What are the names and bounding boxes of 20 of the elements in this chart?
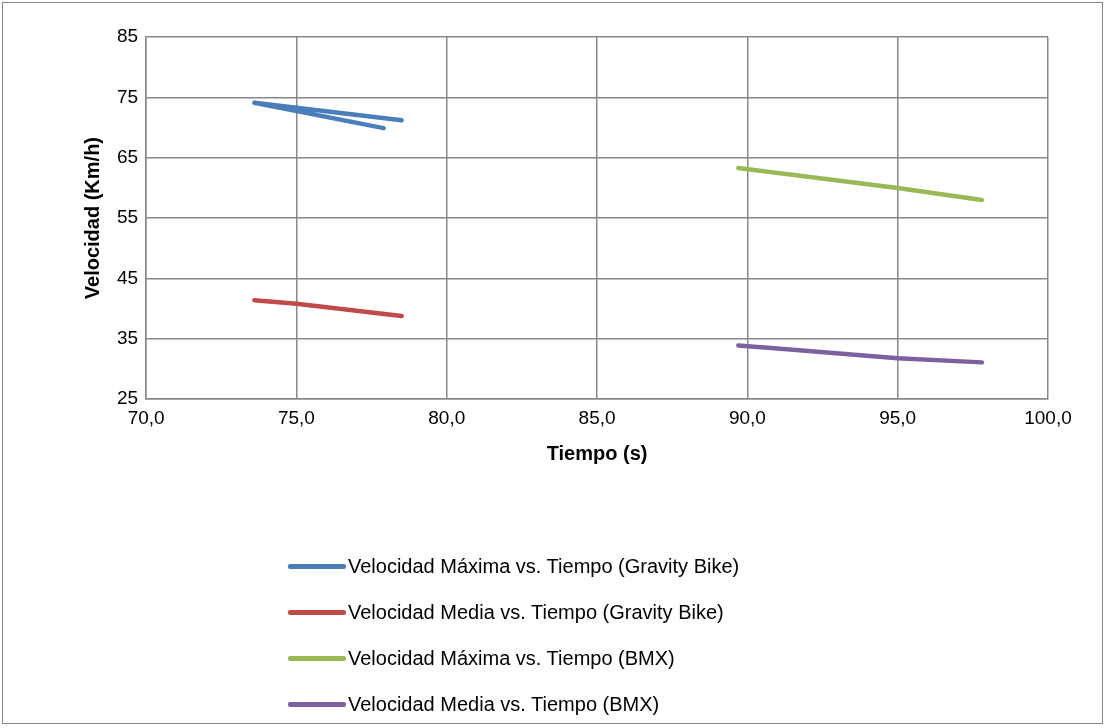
x-tick-label: 100,0	[1024, 406, 1072, 428]
legend-label: Velocidad Máxima vs. Tiempo (BMX)	[348, 646, 675, 670]
legend-label: Velocidad Media vs. Tiempo (Gravity Bike)	[348, 600, 724, 624]
legend-label: Velocidad Máxima vs. Tiempo (Gravity Bike)	[348, 554, 740, 578]
legend-label: Velocidad Media vs. Tiempo (BMX)	[348, 692, 660, 716]
x-tick-label: 70,0	[127, 406, 165, 428]
y-tick-label: 65	[116, 145, 139, 167]
x-tick-label: 75,0	[277, 406, 315, 428]
y-tick-label: 85	[116, 25, 139, 47]
y-axis-title: Velocidad (Km/h)	[80, 136, 103, 300]
y-tick-label: 75	[116, 85, 139, 107]
x-axis-title: Tiempo (s)	[546, 441, 648, 464]
x-tick-label: 90,0	[728, 406, 766, 428]
x-tick-label: 95,0	[879, 406, 917, 428]
x-tick-label: 85,0	[578, 406, 616, 428]
y-tick-label: 25	[116, 387, 139, 409]
y-tick-label: 55	[116, 206, 139, 228]
x-tick-label: 80,0	[428, 406, 466, 428]
y-tick-label: 35	[116, 327, 139, 349]
y-tick-label: 45	[116, 266, 139, 288]
